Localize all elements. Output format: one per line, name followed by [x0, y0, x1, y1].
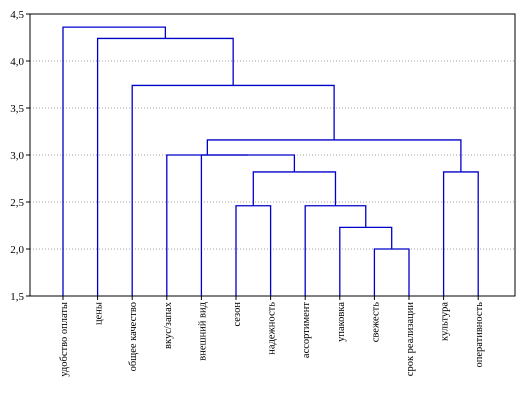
dendrogram-link-6: [200, 154, 296, 296]
leaf-label-0: удобство оплаты: [59, 302, 70, 377]
y-tick-label-2: 2,5: [10, 197, 24, 209]
leaf-label-4: внешний вид: [197, 301, 208, 360]
y-tick-label-3: 3,0: [10, 150, 24, 162]
y-axis-ticks: 1,5 2,0 2,5 3,0 3,5 4,0 4,5: [10, 9, 30, 303]
y-tick-label-0: 1,5: [10, 291, 24, 303]
leaf-labels: удобство оплаты цены общее качество вкус/за…: [59, 296, 485, 377]
leaf-label-3: вкус/запах: [163, 301, 174, 349]
leaf-label-11: культура: [440, 302, 451, 341]
y-tick-label-4: 3,5: [10, 103, 24, 115]
leaf-label-2: общее качество: [128, 302, 139, 371]
leaf-label-5: сезон: [232, 302, 243, 327]
leaf-label-8: упаковка: [336, 302, 347, 342]
leaf-label-9: свежесть: [370, 302, 381, 343]
dendrogram-link-11: [62, 26, 167, 296]
leaf-label-10: срок реализации: [405, 302, 416, 377]
dendrogram-link-7: [166, 154, 248, 296]
leaf-label-6: надежность: [267, 302, 278, 355]
leaf-label-7: ассортимент: [301, 302, 312, 358]
y-tick-label-5: 4,0: [10, 56, 24, 68]
dendrogram-links: [62, 26, 479, 296]
leaf-label-12: оперативность: [474, 302, 485, 368]
y-tick-label-1: 2,0: [10, 244, 24, 256]
leaf-label-1: цены: [94, 302, 105, 325]
y-tick-label-6: 4,5: [10, 9, 24, 21]
